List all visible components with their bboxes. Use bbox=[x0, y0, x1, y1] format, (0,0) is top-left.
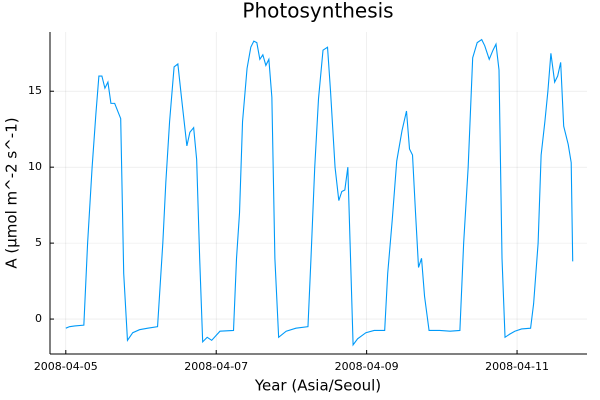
y-axis-label: A (µmol m^-2 s^-1) bbox=[3, 117, 21, 268]
x-tick-label: 2008-04-09 bbox=[335, 360, 399, 373]
y-tick-label: 10 bbox=[28, 160, 42, 173]
y-tick-label: 15 bbox=[28, 84, 42, 97]
y-tick-label: 5 bbox=[35, 236, 42, 249]
data-line bbox=[65, 38, 574, 347]
x-axis-label: Year (Asia/Seoul) bbox=[254, 377, 381, 395]
x-tick-label: 2008-04-05 bbox=[34, 360, 98, 373]
x-tick-label: 2008-04-07 bbox=[184, 360, 248, 373]
chart-title: Photosynthesis bbox=[242, 0, 393, 23]
y-tick-label: 0 bbox=[35, 312, 42, 325]
x-tick-label: 2008-04-11 bbox=[485, 360, 549, 373]
